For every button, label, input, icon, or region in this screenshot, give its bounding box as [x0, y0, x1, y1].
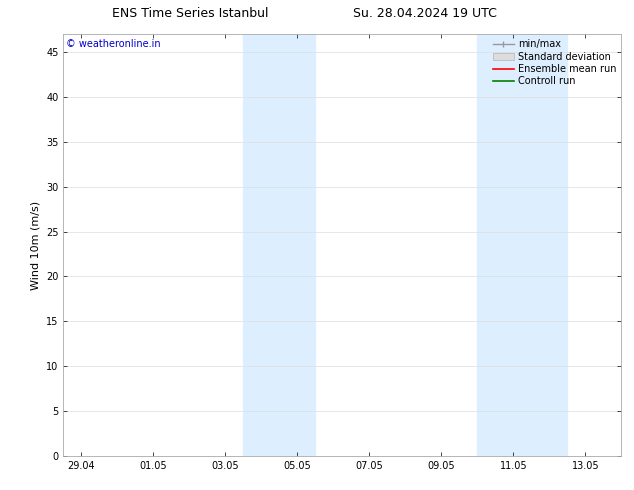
Text: Su. 28.04.2024 19 UTC: Su. 28.04.2024 19 UTC — [353, 7, 496, 21]
Bar — [243, 34, 315, 456]
Text: ENS Time Series Istanbul: ENS Time Series Istanbul — [112, 7, 268, 21]
Bar — [477, 34, 567, 456]
Y-axis label: Wind 10m (m/s): Wind 10m (m/s) — [30, 200, 41, 290]
Legend: min/max, Standard deviation, Ensemble mean run, Controll run: min/max, Standard deviation, Ensemble me… — [491, 37, 618, 88]
Text: © weatheronline.in: © weatheronline.in — [66, 39, 161, 49]
